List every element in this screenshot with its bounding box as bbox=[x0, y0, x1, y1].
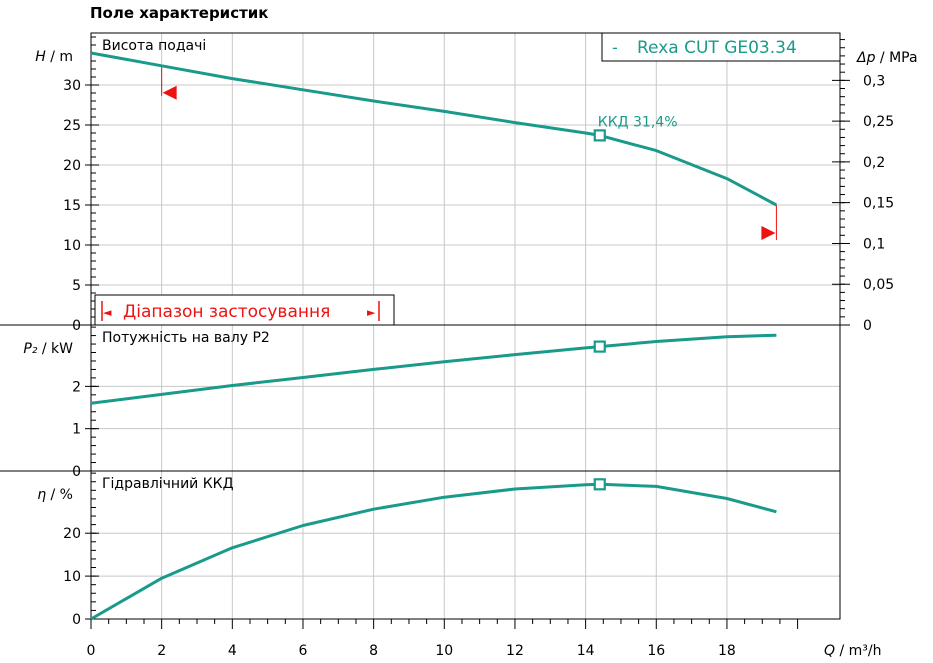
x-tick-label: 2 bbox=[157, 643, 166, 659]
y-tick-label: 0 bbox=[72, 612, 81, 628]
panel-label: Гідравлічний ККД bbox=[102, 476, 234, 492]
x-tick-label: 16 bbox=[647, 643, 665, 659]
y-axis-label: P₂ / kW bbox=[23, 341, 73, 357]
y-tick-label: 0 bbox=[72, 464, 81, 480]
panel-label: Висота подачі bbox=[102, 38, 206, 54]
range-limit-arrow-right bbox=[761, 226, 776, 240]
y-axis-label: H / m bbox=[35, 49, 73, 65]
application-range-label: Діапазон застосування bbox=[123, 302, 330, 322]
y-tick-label: 10 bbox=[63, 238, 81, 254]
ticks-layer bbox=[85, 36, 850, 629]
y-tick-label: 1 bbox=[72, 422, 81, 438]
y-tick-label: 10 bbox=[63, 569, 81, 585]
efficiency-annotation: ККД 31,4% bbox=[598, 114, 678, 130]
efficiency-curve bbox=[90, 482, 777, 621]
right-tick-label: 0,15 bbox=[863, 196, 894, 212]
y-axis-label: η / % bbox=[37, 487, 73, 503]
range-limit-arrow-left bbox=[162, 85, 177, 100]
grid-layer bbox=[91, 33, 840, 619]
y-tick-label: 20 bbox=[63, 526, 81, 542]
x-tick-label: 12 bbox=[506, 643, 524, 659]
x-tick-label: 0 bbox=[87, 643, 96, 659]
right-tick-label: 0,3 bbox=[863, 73, 885, 89]
head-curve bbox=[90, 51, 778, 207]
head-operating-point-marker bbox=[593, 129, 606, 142]
y-tick-label: 30 bbox=[63, 78, 81, 94]
right-tick-label: 0,1 bbox=[863, 236, 885, 252]
y-tick-label: 0 bbox=[72, 318, 81, 334]
range-arrow-right: ► bbox=[367, 306, 376, 319]
range-arrow-left: ◄ bbox=[103, 306, 112, 319]
frame-layer bbox=[0, 32, 841, 620]
x-tick-label: 14 bbox=[577, 643, 595, 659]
right-axis-label: Δp / MPa bbox=[856, 50, 918, 66]
application-range-box bbox=[94, 294, 395, 326]
x-tick-label: 18 bbox=[718, 643, 736, 659]
x-tick-label: 8 bbox=[369, 643, 378, 659]
right-tick-label: 0 bbox=[863, 318, 872, 334]
x-tick-label: 6 bbox=[299, 643, 308, 659]
right-tick-label: 0,2 bbox=[863, 155, 885, 171]
range-layer: ◄ Діапазон застосування ► bbox=[94, 65, 777, 326]
curves-layer bbox=[90, 51, 778, 621]
x-tick-label: 4 bbox=[228, 643, 237, 659]
plot-frame bbox=[90, 32, 841, 620]
legend-label: Rexa CUT GE03.34 bbox=[637, 38, 797, 58]
right-tick-label: 0,05 bbox=[863, 277, 894, 293]
power-operating-point-marker bbox=[593, 340, 606, 353]
x-axis-label: Q / m³/h bbox=[824, 643, 882, 659]
y-tick-label: 5 bbox=[72, 278, 81, 294]
y-tick-label: 15 bbox=[63, 198, 81, 214]
panel-label: Потужність на валу P2 bbox=[102, 330, 270, 346]
legend-box bbox=[601, 32, 841, 62]
right-tick-label: 0,25 bbox=[863, 114, 894, 130]
legend-marker: - bbox=[612, 38, 618, 57]
y-tick-label: 2 bbox=[72, 379, 81, 395]
efficiency-operating-point-marker bbox=[593, 478, 606, 491]
y-tick-label: 25 bbox=[63, 118, 81, 134]
page-title: Поле характеристик bbox=[90, 4, 269, 22]
x-tick-label: 10 bbox=[435, 643, 453, 659]
power-curve bbox=[90, 333, 777, 405]
y-tick-label: 20 bbox=[63, 158, 81, 174]
